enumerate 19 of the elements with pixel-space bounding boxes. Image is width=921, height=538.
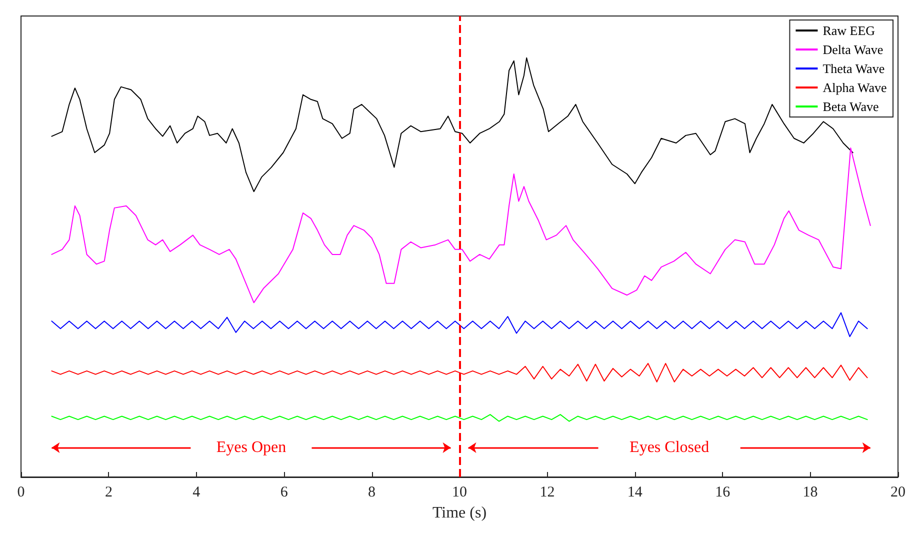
annotation: Eyes Open — [216, 439, 286, 456]
legend-label: Theta Wave — [822, 61, 885, 76]
x-tick-label: 10 — [452, 484, 467, 500]
x-tick-label: 4 — [192, 484, 201, 500]
x-tick-label: 12 — [540, 484, 555, 500]
x-axis-title: Time (s) — [432, 504, 487, 522]
x-tick-label: 16 — [715, 484, 731, 500]
legend-label: Raw EEG — [822, 23, 876, 38]
x-tick-label: 0 — [17, 484, 25, 500]
x-tick-label: 14 — [627, 484, 643, 500]
legend-label: Delta Wave — [822, 42, 884, 57]
x-tick-label: 2 — [104, 484, 112, 500]
x-tick-label: 20 — [890, 484, 906, 500]
x-tick-label: 6 — [280, 484, 288, 500]
annotation: Eyes Closed — [630, 439, 710, 456]
legend-label: Alpha Wave — [822, 80, 887, 95]
x-tick-label: 18 — [802, 484, 818, 500]
x-tick-label: 8 — [368, 484, 376, 500]
legend-label: Beta Wave — [822, 99, 880, 114]
